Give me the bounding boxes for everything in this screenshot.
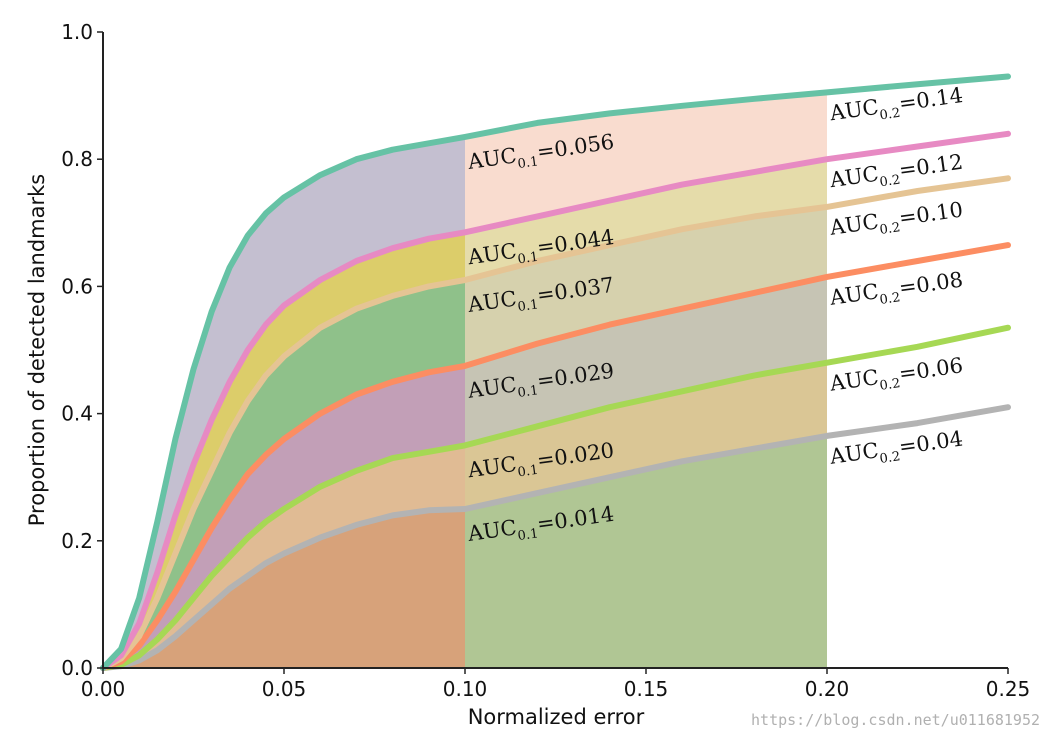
series-line-curve-6: [100, 404, 1011, 671]
y-tick-label: 0.0: [61, 656, 93, 680]
watermark: https://blog.csdn.net/u011681952: [751, 711, 1040, 729]
axes: [102, 32, 1008, 669]
x-tick-label: 0.20: [805, 677, 850, 701]
band-fill-right-2: [465, 159, 827, 280]
band-fill-right-1: [465, 92, 827, 233]
band-fill-right-4: [465, 276, 827, 446]
x-tick-label: 0.10: [443, 677, 488, 701]
band-fill-left-3: [103, 280, 465, 668]
band-fill-right-6: [465, 435, 827, 668]
series-line-curve-5: [100, 324, 1011, 671]
y-tick-label: 0.8: [61, 147, 93, 171]
y-tick-label: 0.4: [61, 402, 93, 426]
ticks: 0.00 0.05 0.10 0.15 0.20 0.25 0.0 0.2 0.4 0.6 0.8 1…: [61, 20, 1030, 701]
auc02-label-3: AUC0.2=0.10: [827, 197, 965, 245]
y-tick-label: 0.6: [61, 274, 93, 298]
band-fill-left-5: [103, 445, 465, 668]
x-axis-label: Normalized error: [468, 705, 645, 729]
band-fills: [103, 92, 827, 669]
curve-lines: [100, 73, 1011, 671]
x-tick-label: 0.15: [624, 677, 669, 701]
auc-labels: AUC0.1=0.056AUC0.2=0.14AUC0.1=0.044AUC0.…: [465, 83, 965, 546]
y-axis-label: Proportion of detected landmarks: [25, 174, 49, 526]
y-tick-label: 1.0: [61, 20, 93, 44]
series-line-curve-4: [100, 242, 1011, 671]
x-tick-label: 0.00: [81, 677, 126, 701]
y-tick-label: 0.2: [61, 529, 93, 553]
series-line-curve-2: [100, 130, 1011, 671]
series-line-curve-3: [100, 175, 1011, 671]
band-fill-left-4: [103, 365, 465, 668]
x-tick-label: 0.05: [262, 677, 307, 701]
band-fill-right-3: [465, 206, 827, 366]
auc02-label-2: AUC0.2=0.12: [827, 150, 965, 198]
x-tick-label: 0.25: [986, 677, 1031, 701]
band-fill-right-5: [465, 362, 827, 509]
band-fill-left-6: [103, 509, 465, 668]
series-line-curve-1: [100, 73, 1011, 671]
